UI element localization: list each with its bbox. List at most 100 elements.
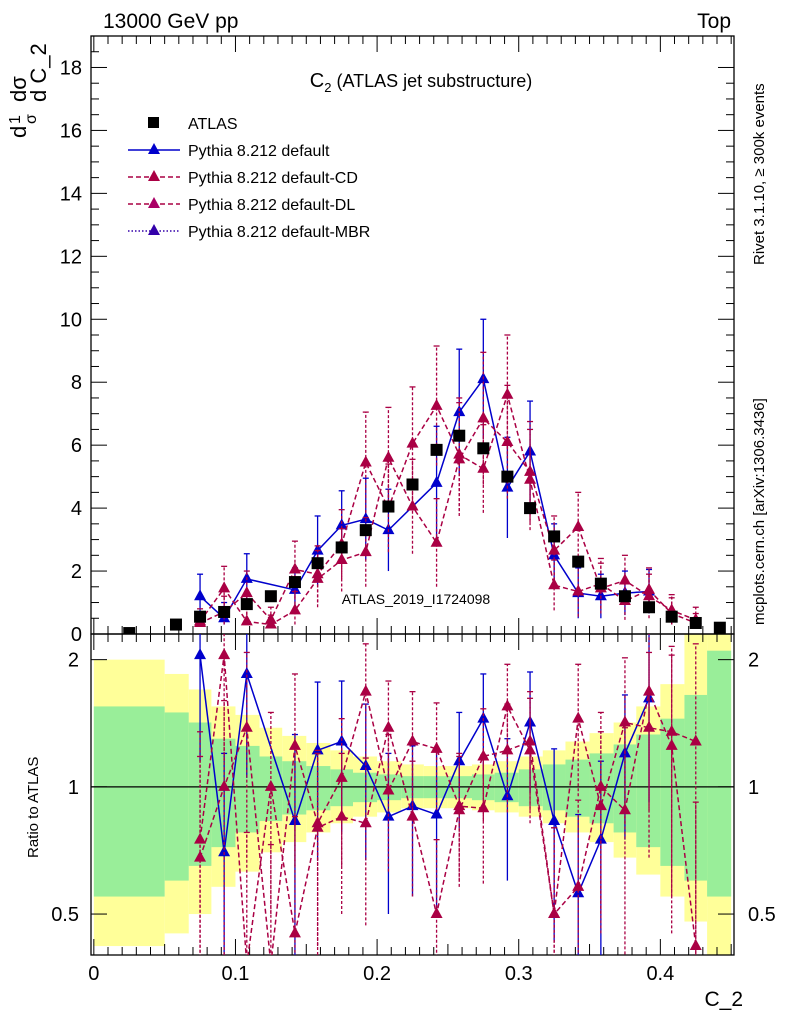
- legend-atlas-marker: [148, 117, 159, 128]
- band-green-18: [565, 759, 590, 817]
- ratio-default-dl-point: [265, 957, 277, 968]
- band-green-1: [164, 712, 189, 881]
- ratio-bands: [93, 634, 732, 955]
- atlas-point: [335, 541, 348, 554]
- bottom-panel-frame: [90, 633, 735, 956]
- ratio-default-dl-point: [689, 939, 702, 951]
- ratio-default-cd-point: [665, 724, 678, 736]
- atlas-point: [643, 601, 656, 614]
- ratio-default-cd-point: [359, 816, 372, 828]
- atlas-point: [477, 442, 490, 455]
- default-dl-point: [501, 387, 514, 399]
- atlas-point: [264, 590, 277, 603]
- x-tick-label: 0: [88, 963, 99, 985]
- default-dl-line: [199, 392, 697, 624]
- default-point: [382, 523, 395, 535]
- default-dl-point: [240, 586, 253, 598]
- default-dl-point: [548, 578, 561, 590]
- default-point: [194, 589, 207, 601]
- ratio-default-point: [548, 814, 561, 826]
- atlas-point: [618, 590, 631, 603]
- default-cd-point: [288, 603, 301, 615]
- title-sub: 2: [324, 80, 331, 95]
- ratio-default-point: [218, 845, 231, 857]
- title-rest: (ATLAS jet substructure): [336, 71, 532, 91]
- ratio-default-point: [311, 743, 324, 755]
- top-y-tick-label: 10: [60, 309, 82, 331]
- legend-mbr-marker: [148, 224, 160, 235]
- top-y-tick-label: 8: [71, 372, 82, 394]
- side-label-mcplots: mcplots.cern.ch [arXiv:1306.3436]: [751, 398, 768, 625]
- ratio-default-cd-point: [643, 720, 656, 732]
- legend-cd-label: Pythia 8.212 default-CD: [188, 170, 358, 187]
- ratio-default-cd-point: [689, 734, 702, 746]
- default-line: [199, 377, 650, 620]
- chart-title: C2 (ATLAS jet substructure): [310, 70, 532, 95]
- atlas-point: [123, 627, 136, 634]
- ratio-default-dl-point: [194, 850, 207, 862]
- default-cd-point: [501, 435, 514, 447]
- atlas-point: [406, 478, 419, 491]
- legend: ATLAS Pythia 8.212 default Pythia 8.212 …: [128, 116, 370, 241]
- bottom-y-tick-label-right: 0.5: [748, 904, 776, 926]
- band-green-21: [636, 734, 661, 848]
- ratio-default-dl-point: [218, 779, 231, 791]
- header-right: Top: [697, 10, 731, 33]
- ratio-default-cd-point: [430, 907, 443, 919]
- default-dl-point: [359, 455, 372, 467]
- default-dl-point: [477, 461, 490, 473]
- ratio-default-cd-point: [264, 779, 277, 791]
- bottom-y-tick-label: 1: [68, 777, 79, 799]
- top-y-tick-label: 0: [71, 624, 82, 646]
- legend-mbr-label: Pythia 8.212 default-MBR: [188, 224, 370, 241]
- atlas-point: [548, 530, 561, 543]
- ratio-default-dl-point: [618, 803, 631, 815]
- top-y-tick-label: 16: [60, 120, 82, 142]
- ratio-default-cd-point: [572, 711, 585, 723]
- ratio-default-dl-point: [311, 816, 324, 828]
- atlas-point: [689, 616, 702, 629]
- default-cd-point: [524, 464, 537, 476]
- ratio-default-cd-point: [194, 832, 207, 844]
- default-cd-point: [548, 543, 561, 555]
- default-dl-point: [288, 562, 301, 574]
- ylabel-dc: d C_2: [26, 43, 51, 102]
- default-dl-point: [406, 436, 419, 448]
- ratio-default-point: [477, 711, 490, 723]
- band-green-16: [518, 769, 543, 807]
- atlas-point: [713, 621, 726, 634]
- bottom-y-axis-label: Ratio to ATLAS: [25, 757, 42, 858]
- band-green-0: [93, 706, 165, 897]
- default-point: [594, 589, 607, 601]
- ratio-default-cd-line: [199, 655, 697, 955]
- band-green-6: [282, 761, 307, 815]
- top-y-ticks: 0 2 4 6 8 10 12 14 16 18: [60, 36, 734, 646]
- default-cd-point: [382, 450, 395, 462]
- ratio-default-dl-point: [240, 720, 253, 732]
- default-cd-point: [572, 519, 585, 531]
- legend-default-marker: [148, 143, 160, 154]
- bottom-y-tick-label: 0.5: [51, 904, 79, 926]
- bottom-ticks: 0.5 0.5 1 1 2 2 0 0.1 0.2 0.3 0.4: [51, 634, 776, 985]
- default-cd-point: [359, 545, 372, 557]
- ratio-default-dl-point: [524, 743, 537, 755]
- header-left: 13000 GeV pp: [103, 10, 238, 33]
- watermark: ATLAS_2019_I1724098: [342, 591, 491, 607]
- legend-cd-marker: [148, 170, 160, 181]
- default-cd-point: [477, 411, 490, 423]
- ratio-default-cd-point: [618, 715, 631, 727]
- ratio-default-dl-point: [453, 799, 466, 811]
- atlas-point: [311, 557, 324, 570]
- top-y-tick-label: 4: [71, 498, 82, 520]
- default-cd-point: [430, 535, 443, 547]
- atlas-point: [524, 502, 537, 515]
- ratio-default-dl-point: [548, 907, 561, 919]
- top-y-tick-label: 12: [60, 246, 82, 268]
- ratio-default-dl-point: [501, 699, 514, 711]
- legend-dl-label: Pythia 8.212 default-DL: [188, 197, 355, 214]
- ylabel-d1: d: [6, 126, 31, 138]
- default-cd-point: [240, 614, 253, 626]
- ratio-default-dl-point: [335, 770, 348, 782]
- ratio-default-dl-point: [288, 738, 301, 750]
